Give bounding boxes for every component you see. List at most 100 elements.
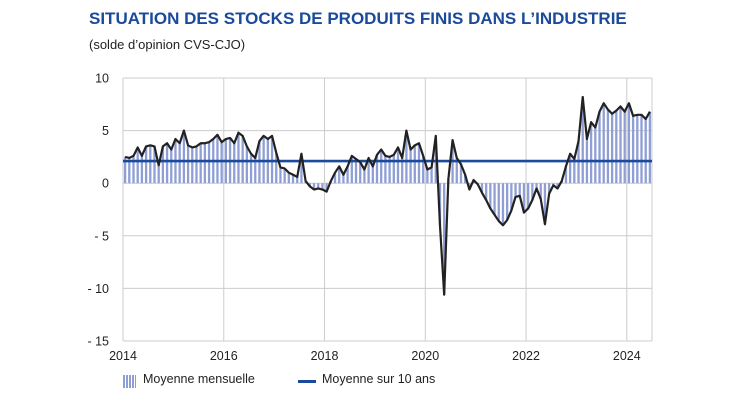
bar [589, 122, 593, 184]
bar [350, 155, 353, 184]
bar [170, 149, 173, 184]
legend-line-label: Moyenne sur 10 ans [322, 372, 436, 386]
bar [161, 146, 165, 184]
y-tick-label: 10 [95, 72, 109, 86]
bar [346, 166, 349, 184]
bar [354, 159, 358, 184]
y-tick-label: - 5 [94, 229, 109, 243]
bar [149, 145, 152, 184]
bar [640, 114, 643, 184]
bar [514, 183, 517, 197]
bar [464, 174, 467, 184]
x-tick-label: 2016 [210, 349, 238, 363]
x-tick-label: 2020 [411, 349, 439, 363]
bar [367, 157, 370, 184]
bar [443, 183, 446, 295]
bar [547, 183, 551, 194]
bar [417, 143, 421, 184]
bar [518, 183, 521, 196]
y-tick-label: - 15 [87, 335, 109, 349]
bar [430, 167, 433, 184]
bar [153, 146, 156, 184]
x-tick-label: 2022 [512, 349, 540, 363]
bar [543, 183, 547, 225]
bar [216, 134, 219, 184]
bar [535, 183, 538, 189]
bar [312, 183, 316, 190]
bar [388, 156, 391, 184]
bar [501, 183, 505, 226]
bar [556, 183, 559, 189]
x-tick-label: 2024 [613, 349, 641, 363]
bar [317, 183, 320, 189]
bar [296, 176, 299, 184]
bar [241, 135, 244, 184]
bar [245, 146, 249, 184]
bar [627, 103, 631, 184]
bar [300, 153, 303, 184]
bar [157, 165, 160, 184]
bar [522, 183, 526, 213]
bar [615, 110, 618, 184]
bar [594, 127, 597, 184]
bar [485, 183, 488, 201]
bar [539, 183, 542, 199]
bar [413, 145, 416, 184]
bar [644, 119, 647, 184]
bar [132, 155, 135, 184]
bar [375, 154, 379, 184]
bar [233, 143, 236, 184]
bar [203, 143, 207, 184]
monthly-line [124, 95, 651, 296]
bar [564, 166, 568, 184]
bar [631, 115, 635, 184]
bar [480, 183, 484, 193]
bar [291, 174, 295, 184]
bar [648, 111, 652, 184]
bar [325, 183, 328, 192]
bar [455, 157, 458, 184]
monthly-line-layer [124, 95, 651, 296]
bar [422, 155, 425, 184]
bar [254, 157, 257, 184]
bar [489, 183, 492, 209]
bar [321, 183, 324, 190]
bar [568, 153, 572, 184]
chart-subtitle: (solde d’opinion CVS-CJO) [89, 37, 246, 52]
bar [573, 159, 576, 184]
bar [333, 172, 337, 184]
bar [602, 103, 605, 184]
legend-bars-label: Moyenne mensuelle [143, 372, 255, 386]
bar [165, 143, 169, 184]
bar [144, 146, 148, 184]
x-tick-label: 2014 [109, 349, 137, 363]
bar [270, 135, 274, 184]
bar [531, 183, 534, 201]
bar [610, 113, 614, 184]
bar [396, 147, 400, 184]
bar [459, 164, 463, 184]
bar [140, 155, 144, 184]
bar [123, 156, 127, 184]
bar [409, 149, 412, 184]
bar [199, 143, 202, 184]
bar [359, 162, 362, 184]
bar [493, 183, 496, 215]
bar [182, 130, 186, 184]
legend-bars-swatch [123, 375, 136, 388]
bar [128, 157, 131, 184]
bar [497, 183, 500, 222]
bar [434, 135, 437, 184]
bar [283, 168, 286, 184]
bar [279, 167, 282, 184]
bar [220, 142, 223, 184]
bar [178, 143, 181, 184]
monthly-bars [123, 96, 652, 295]
bar [380, 149, 383, 184]
bar [338, 166, 341, 184]
y-tick-label: 0 [102, 177, 109, 191]
chart-title: SITUATION DES STOCKS DE PRODUITS FINIS D… [89, 9, 627, 28]
bar [207, 142, 211, 184]
